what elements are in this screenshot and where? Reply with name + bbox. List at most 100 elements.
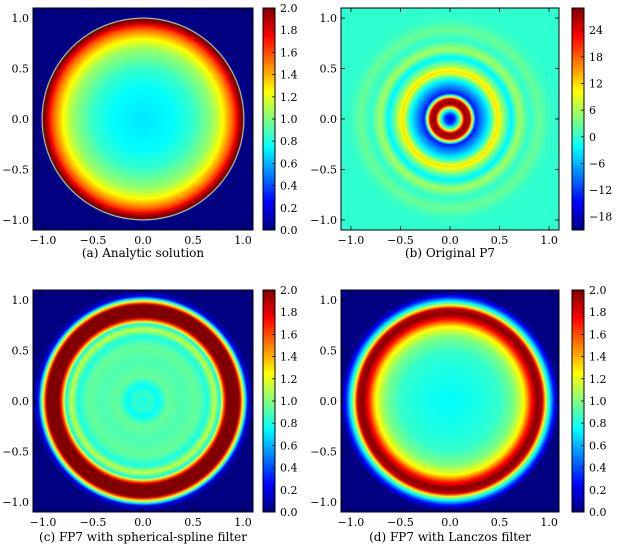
colorbar-segment <box>263 467 275 470</box>
colorbar-segment <box>263 201 275 205</box>
colorbar-segment <box>572 140 584 144</box>
colorbar-segment <box>263 197 275 201</box>
colorbar-segment <box>263 495 275 499</box>
colorbar-segment <box>572 50 584 53</box>
colorbar-segment <box>263 332 275 335</box>
colorbar-segment <box>263 199 275 203</box>
x-tick-label: 1.0 <box>540 234 558 247</box>
colorbar-segment <box>572 451 584 454</box>
colorbar-segment <box>263 90 275 94</box>
x-tick-label: −1.0 <box>338 516 365 529</box>
colorbar-segment <box>263 324 275 327</box>
colorbar-segment <box>572 35 584 39</box>
colorbar-segment <box>572 352 584 355</box>
y-tick-label: 1.0 <box>320 294 338 307</box>
x-tick-label: 0.5 <box>184 516 202 529</box>
colorbar-segment <box>263 469 275 472</box>
colorbar-segment <box>263 354 275 357</box>
colorbar-segment <box>572 420 584 424</box>
colorbar-segment <box>263 301 275 305</box>
colorbar-segment <box>263 447 275 450</box>
colorbar-segment <box>263 124 275 128</box>
colorbar-segment <box>572 491 584 495</box>
colorbar-segment <box>572 362 584 365</box>
colorbar-segment <box>263 392 275 396</box>
colorbar-segment <box>263 132 275 136</box>
colorbar-segment <box>263 94 275 98</box>
colorbar-segment <box>263 227 275 231</box>
colorbar-segment <box>572 404 584 408</box>
colorbar-segment <box>572 64 584 67</box>
colorbar-segment <box>263 179 275 182</box>
colorbar-segment <box>572 179 584 182</box>
colorbar-tick-label: 0.4 <box>280 180 298 193</box>
colorbar-segment <box>263 352 275 355</box>
panel-d: −1.0 −0.5 0.0 0.5 1.0 −1.0 −0.5 0.0 0.5 1.0 0.0 0.2… <box>310 284 606 544</box>
colorbar-segment <box>572 106 584 110</box>
colorbar-segment <box>263 479 275 483</box>
colorbar-segment <box>572 505 584 509</box>
colorbar-segment <box>263 328 275 331</box>
colorbar-segment <box>572 414 584 418</box>
colorbar-segment <box>263 31 275 35</box>
colorbar-segment <box>572 76 584 79</box>
colorbar-segment <box>263 366 275 370</box>
colorbar-segment <box>572 332 584 335</box>
x-tick-label: 0.5 <box>491 234 509 247</box>
colorbar-segment <box>263 150 275 154</box>
x-tick-label: −1.0 <box>30 516 57 529</box>
colorbar-segment <box>263 394 275 398</box>
colorbar-segment <box>263 88 275 92</box>
colorbar-segment <box>263 136 275 140</box>
colorbar-segment <box>263 163 275 166</box>
colorbar-tick-label: 0.4 <box>589 462 607 475</box>
colorbar-segment <box>263 483 275 487</box>
colorbar-tick-label: 0.6 <box>280 439 298 452</box>
colorbar-segment <box>263 348 275 351</box>
colorbar-segment <box>572 354 584 357</box>
colorbar-segment <box>263 39 275 43</box>
colorbar-segment <box>263 11 275 15</box>
colorbar-segment <box>572 9 584 13</box>
colorbar-frame <box>571 7 585 231</box>
colorbar-segment <box>263 432 275 436</box>
colorbar-segment <box>572 134 584 138</box>
colorbar-segment <box>572 96 584 100</box>
colorbar-tick-label: 1.8 <box>280 306 298 319</box>
colorbar-segment <box>263 422 275 426</box>
colorbar-segment <box>572 326 584 329</box>
colorbar-segment <box>572 25 584 29</box>
colorbar-segment <box>572 219 584 223</box>
colorbar-segment <box>572 11 584 15</box>
colorbar-segment <box>263 473 275 476</box>
colorbar-segment <box>572 102 584 106</box>
y-tick-label: 0.0 <box>320 395 338 408</box>
colorbar-segment <box>263 497 275 501</box>
x-tick-label: 0.0 <box>441 234 459 247</box>
colorbar-segment <box>572 142 584 146</box>
colorbar-segment <box>572 457 584 460</box>
colorbar-segment <box>263 42 275 45</box>
colorbar-tick-label: 0.2 <box>280 202 298 215</box>
colorbar-segment <box>572 307 584 311</box>
colorbar-segment <box>263 114 275 118</box>
colorbar-tick-label: 1.8 <box>280 24 298 37</box>
colorbar-segment <box>572 213 584 217</box>
y-tick-label: 1.0 <box>12 294 30 307</box>
colorbar-segment <box>263 412 275 416</box>
colorbar-segment <box>572 72 584 75</box>
colorbar-segment <box>572 94 584 98</box>
colorbar-segment <box>572 197 584 201</box>
colorbar-segment <box>572 315 584 319</box>
colorbar-segment <box>263 100 275 104</box>
colorbar-segment <box>263 303 275 307</box>
colorbar-segment <box>572 165 584 168</box>
colorbar-segment <box>572 191 584 194</box>
colorbar-segment <box>263 74 275 77</box>
colorbar-segment <box>263 155 275 158</box>
colorbar-segment <box>572 398 584 402</box>
colorbar-segment <box>572 157 584 160</box>
colorbar-segment <box>263 435 275 438</box>
colorbar-segment <box>572 185 584 188</box>
colorbar-segment <box>572 430 584 434</box>
